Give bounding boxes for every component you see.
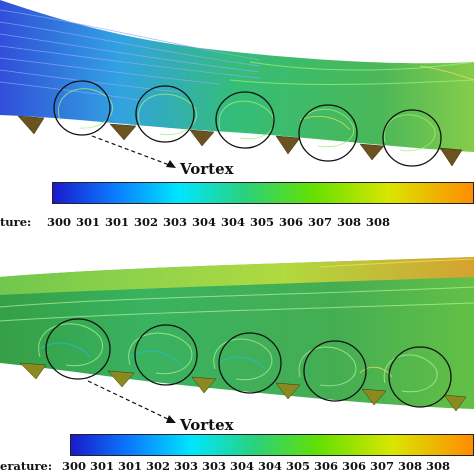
vortex-annotation: Vortex [180,416,234,434]
tick-label: 303 [201,459,227,473]
tick-label: 308 [365,215,391,229]
vortex-annotation: Vortex [180,160,234,178]
tick-label: 307 [369,459,395,473]
bottom-panel: Vortex erature: 300 301 301 302 303 303 … [0,237,474,474]
tick-label: 302 [145,459,171,473]
tick-label: 308 [425,459,451,473]
tick-label: 301 [89,459,115,473]
tick-label: 308 [336,215,362,229]
temperature-colorbar [70,434,474,456]
vortex-circle [215,91,275,149]
tick-label: 303 [173,459,199,473]
vortex-circle [53,80,111,136]
tick-label: 300 [61,459,87,473]
vortex-circle [382,109,442,167]
temperature-colorbar [52,182,474,204]
tick-label: 303 [162,215,188,229]
tick-label: 306 [278,215,304,229]
tick-label: 302 [133,215,159,229]
colorbar-ticks: 300 301 301 302 303 304 304 305 306 307 … [0,215,474,231]
tick-label: 301 [104,215,130,229]
vortex-circle [134,324,198,386]
vortex-arrow [91,135,173,167]
tick-label: 305 [285,459,311,473]
tick-label: 301 [117,459,143,473]
bottom-streamline-render [0,257,474,423]
vortex-arrow [87,380,173,422]
top-panel: Vortex ture: 300 301 301 302 303 304 304… [0,0,474,237]
vortex-circle [298,104,358,162]
colorbar-ticks: 300 301 301 302 303 303 304 304 305 306 … [0,459,474,475]
tick-label: 307 [307,215,333,229]
tick-label: 305 [249,215,275,229]
vortex-circle [218,332,282,394]
tick-label: 301 [75,215,101,229]
tick-label: 300 [46,215,72,229]
tick-label: 308 [397,459,423,473]
colorbar-title: ture: [0,215,32,229]
tick-label: 306 [313,459,339,473]
tick-label: 304 [257,459,283,473]
colorbar-title: erature: [0,459,53,473]
tick-label: 304 [191,215,217,229]
tick-label: 304 [220,215,246,229]
vortex-circle [303,340,367,402]
vortex-circle [388,346,452,408]
tick-label: 304 [229,459,255,473]
top-streamline-render [0,0,474,168]
vortex-circle [135,85,195,143]
tick-label: 306 [341,459,367,473]
vortex-circle [45,318,111,380]
